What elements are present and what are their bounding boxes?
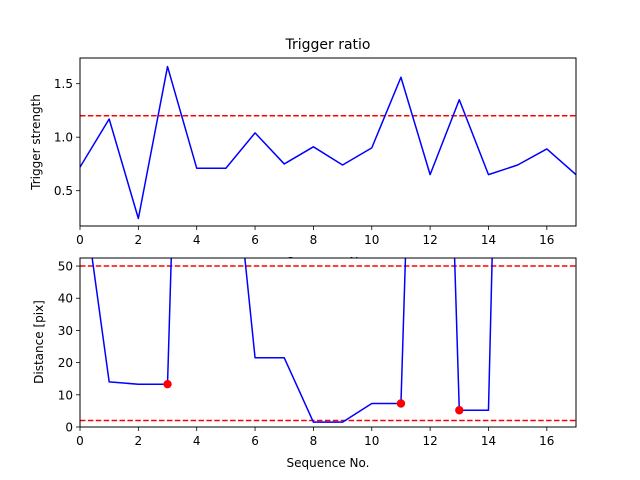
x-tick-label: 6 <box>251 233 259 247</box>
x-tick-label: 8 <box>310 434 318 448</box>
x-tick-label: 4 <box>193 434 201 448</box>
x-tick-label: 12 <box>422 434 437 448</box>
x-tick-label: 0 <box>76 434 84 448</box>
y-tick-label: 1.5 <box>54 77 73 91</box>
y-tick-label: 1.0 <box>54 131 73 145</box>
y-tick-label: 10 <box>58 388 73 402</box>
x-tick-label: 2 <box>135 434 143 448</box>
series-line <box>80 65 576 220</box>
y-tick-label: 30 <box>58 324 73 338</box>
x-tick-label: 8 <box>310 233 318 247</box>
data-point-marker <box>396 399 406 408</box>
chart-title: Trigger ratio <box>284 37 370 53</box>
series-line <box>91 258 493 423</box>
x-tick-label: 16 <box>539 434 554 448</box>
data-point-marker <box>455 406 464 415</box>
plot-frame <box>79 257 577 428</box>
y-tick-label: 20 <box>58 356 73 370</box>
x-tick-label: 16 <box>539 233 554 247</box>
plot-background <box>80 258 576 427</box>
x-tick-label: 0 <box>76 233 84 247</box>
x-tick-label: 12 <box>422 233 437 247</box>
data-point-marker <box>163 379 172 389</box>
x-tick-label: 4 <box>193 233 201 247</box>
y-tick-label: 40 <box>58 292 73 306</box>
y-axis-label: Distance [pix] <box>32 300 46 384</box>
x-axis-label: Sequence No. <box>287 456 370 470</box>
y-tick-label: 50 <box>58 260 73 274</box>
y-tick-label: 0 <box>65 421 73 435</box>
x-tick-label: 6 <box>251 434 259 448</box>
x-tick-label: 10 <box>364 434 379 448</box>
y-axis-label: Trigger strength <box>29 94 43 191</box>
x-tick-label: 14 <box>481 233 496 247</box>
distance-panel: 0 2 4 6 8 10 12 14 16 0 10 20 30 40 50 Sequence No. D… <box>32 257 577 470</box>
x-tick-label: 2 <box>135 233 143 247</box>
x-tick-label: 10 <box>364 233 379 247</box>
y-tick-label: 0.5 <box>54 184 73 198</box>
plot-frame <box>79 57 577 227</box>
x-tick-label: 14 <box>481 434 496 448</box>
